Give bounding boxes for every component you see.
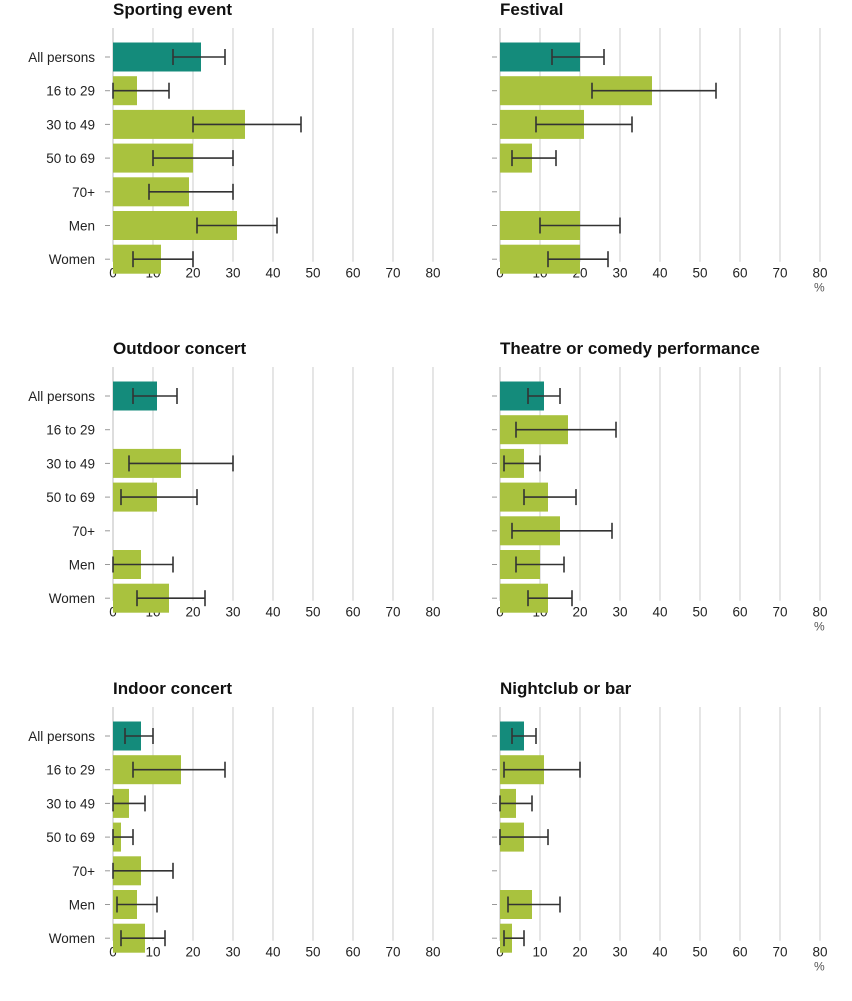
x-tick-label: 60 <box>345 605 360 620</box>
panel-title: Nightclub or bar <box>500 679 632 698</box>
x-tick-label: 80 <box>812 605 827 620</box>
x-tick-label: 60 <box>345 945 360 960</box>
panel-title: Indoor concert <box>113 679 232 698</box>
x-tick-label: 70 <box>772 266 787 281</box>
category-label: 70+ <box>72 864 95 879</box>
panel-title: Theatre or comedy performance <box>500 339 760 358</box>
x-tick-label: 50 <box>692 945 707 960</box>
x-tick-label: 30 <box>612 266 627 281</box>
x-tick-label: 10 <box>145 945 160 960</box>
x-tick-label: 50 <box>692 266 707 281</box>
category-label: Women <box>49 591 95 606</box>
x-tick-label: 30 <box>612 605 627 620</box>
category-label: 16 to 29 <box>46 763 95 778</box>
x-tick-label: 50 <box>305 605 320 620</box>
category-label: 70+ <box>72 185 95 200</box>
panel-title: Festival <box>500 0 563 19</box>
x-tick-label: 40 <box>265 266 280 281</box>
x-tick-label: 40 <box>652 945 667 960</box>
x-tick-label: 30 <box>225 605 240 620</box>
category-label: 50 to 69 <box>46 490 95 505</box>
x-tick-label: 40 <box>265 605 280 620</box>
unit-label: % <box>814 960 825 974</box>
category-label: Men <box>69 558 95 573</box>
category-label: 30 to 49 <box>46 117 95 132</box>
category-label: 50 to 69 <box>46 830 95 845</box>
x-tick-label: 50 <box>305 266 320 281</box>
x-tick-label: 50 <box>305 945 320 960</box>
x-tick-label: 30 <box>225 945 240 960</box>
unit-label: % <box>814 281 825 295</box>
x-tick-label: 80 <box>425 266 440 281</box>
category-label: All persons <box>28 389 95 404</box>
panel-5: Nightclub or bar01020304050607080% <box>492 679 828 974</box>
x-tick-label: 80 <box>425 945 440 960</box>
x-tick-label: 10 <box>532 945 547 960</box>
x-tick-label: 60 <box>345 266 360 281</box>
x-tick-label: 20 <box>572 945 587 960</box>
x-tick-label: 60 <box>732 266 747 281</box>
category-label: Men <box>69 898 95 913</box>
x-tick-label: 70 <box>385 605 400 620</box>
panel-0: Sporting event01020304050607080All perso… <box>28 0 440 281</box>
x-tick-label: 80 <box>812 266 827 281</box>
x-tick-label: 20 <box>185 945 200 960</box>
x-tick-label: 70 <box>772 605 787 620</box>
unit-label: % <box>814 620 825 634</box>
panel-3: Theatre or comedy performance01020304050… <box>492 339 828 634</box>
category-label: 70+ <box>72 524 95 539</box>
category-label: 30 to 49 <box>46 456 95 471</box>
x-tick-label: 30 <box>225 266 240 281</box>
x-tick-label: 30 <box>612 945 627 960</box>
x-tick-label: 40 <box>652 266 667 281</box>
x-tick-label: 80 <box>812 945 827 960</box>
panel-title: Sporting event <box>113 0 232 19</box>
x-tick-label: 50 <box>692 605 707 620</box>
x-tick-label: 20 <box>572 605 587 620</box>
x-tick-label: 40 <box>265 945 280 960</box>
panel-4: Indoor concert01020304050607080All perso… <box>28 679 440 960</box>
category-label: 16 to 29 <box>46 423 95 438</box>
x-tick-label: 20 <box>185 605 200 620</box>
x-tick-label: 60 <box>732 605 747 620</box>
category-label: All persons <box>28 729 95 744</box>
category-label: 16 to 29 <box>46 84 95 99</box>
x-tick-label: 70 <box>385 266 400 281</box>
x-tick-label: 70 <box>772 945 787 960</box>
x-tick-label: 60 <box>732 945 747 960</box>
x-tick-label: 80 <box>425 605 440 620</box>
category-label: All persons <box>28 50 95 65</box>
panel-title: Outdoor concert <box>113 339 247 358</box>
category-label: 50 to 69 <box>46 151 95 166</box>
x-tick-label: 20 <box>185 266 200 281</box>
x-tick-label: 70 <box>385 945 400 960</box>
panel-1: Festival01020304050607080% <box>492 0 828 295</box>
category-label: 30 to 49 <box>46 796 95 811</box>
x-tick-label: 40 <box>652 605 667 620</box>
category-label: Men <box>69 219 95 234</box>
panel-2: Outdoor concert01020304050607080All pers… <box>28 339 440 620</box>
category-label: Women <box>49 252 95 267</box>
category-label: Women <box>49 931 95 946</box>
